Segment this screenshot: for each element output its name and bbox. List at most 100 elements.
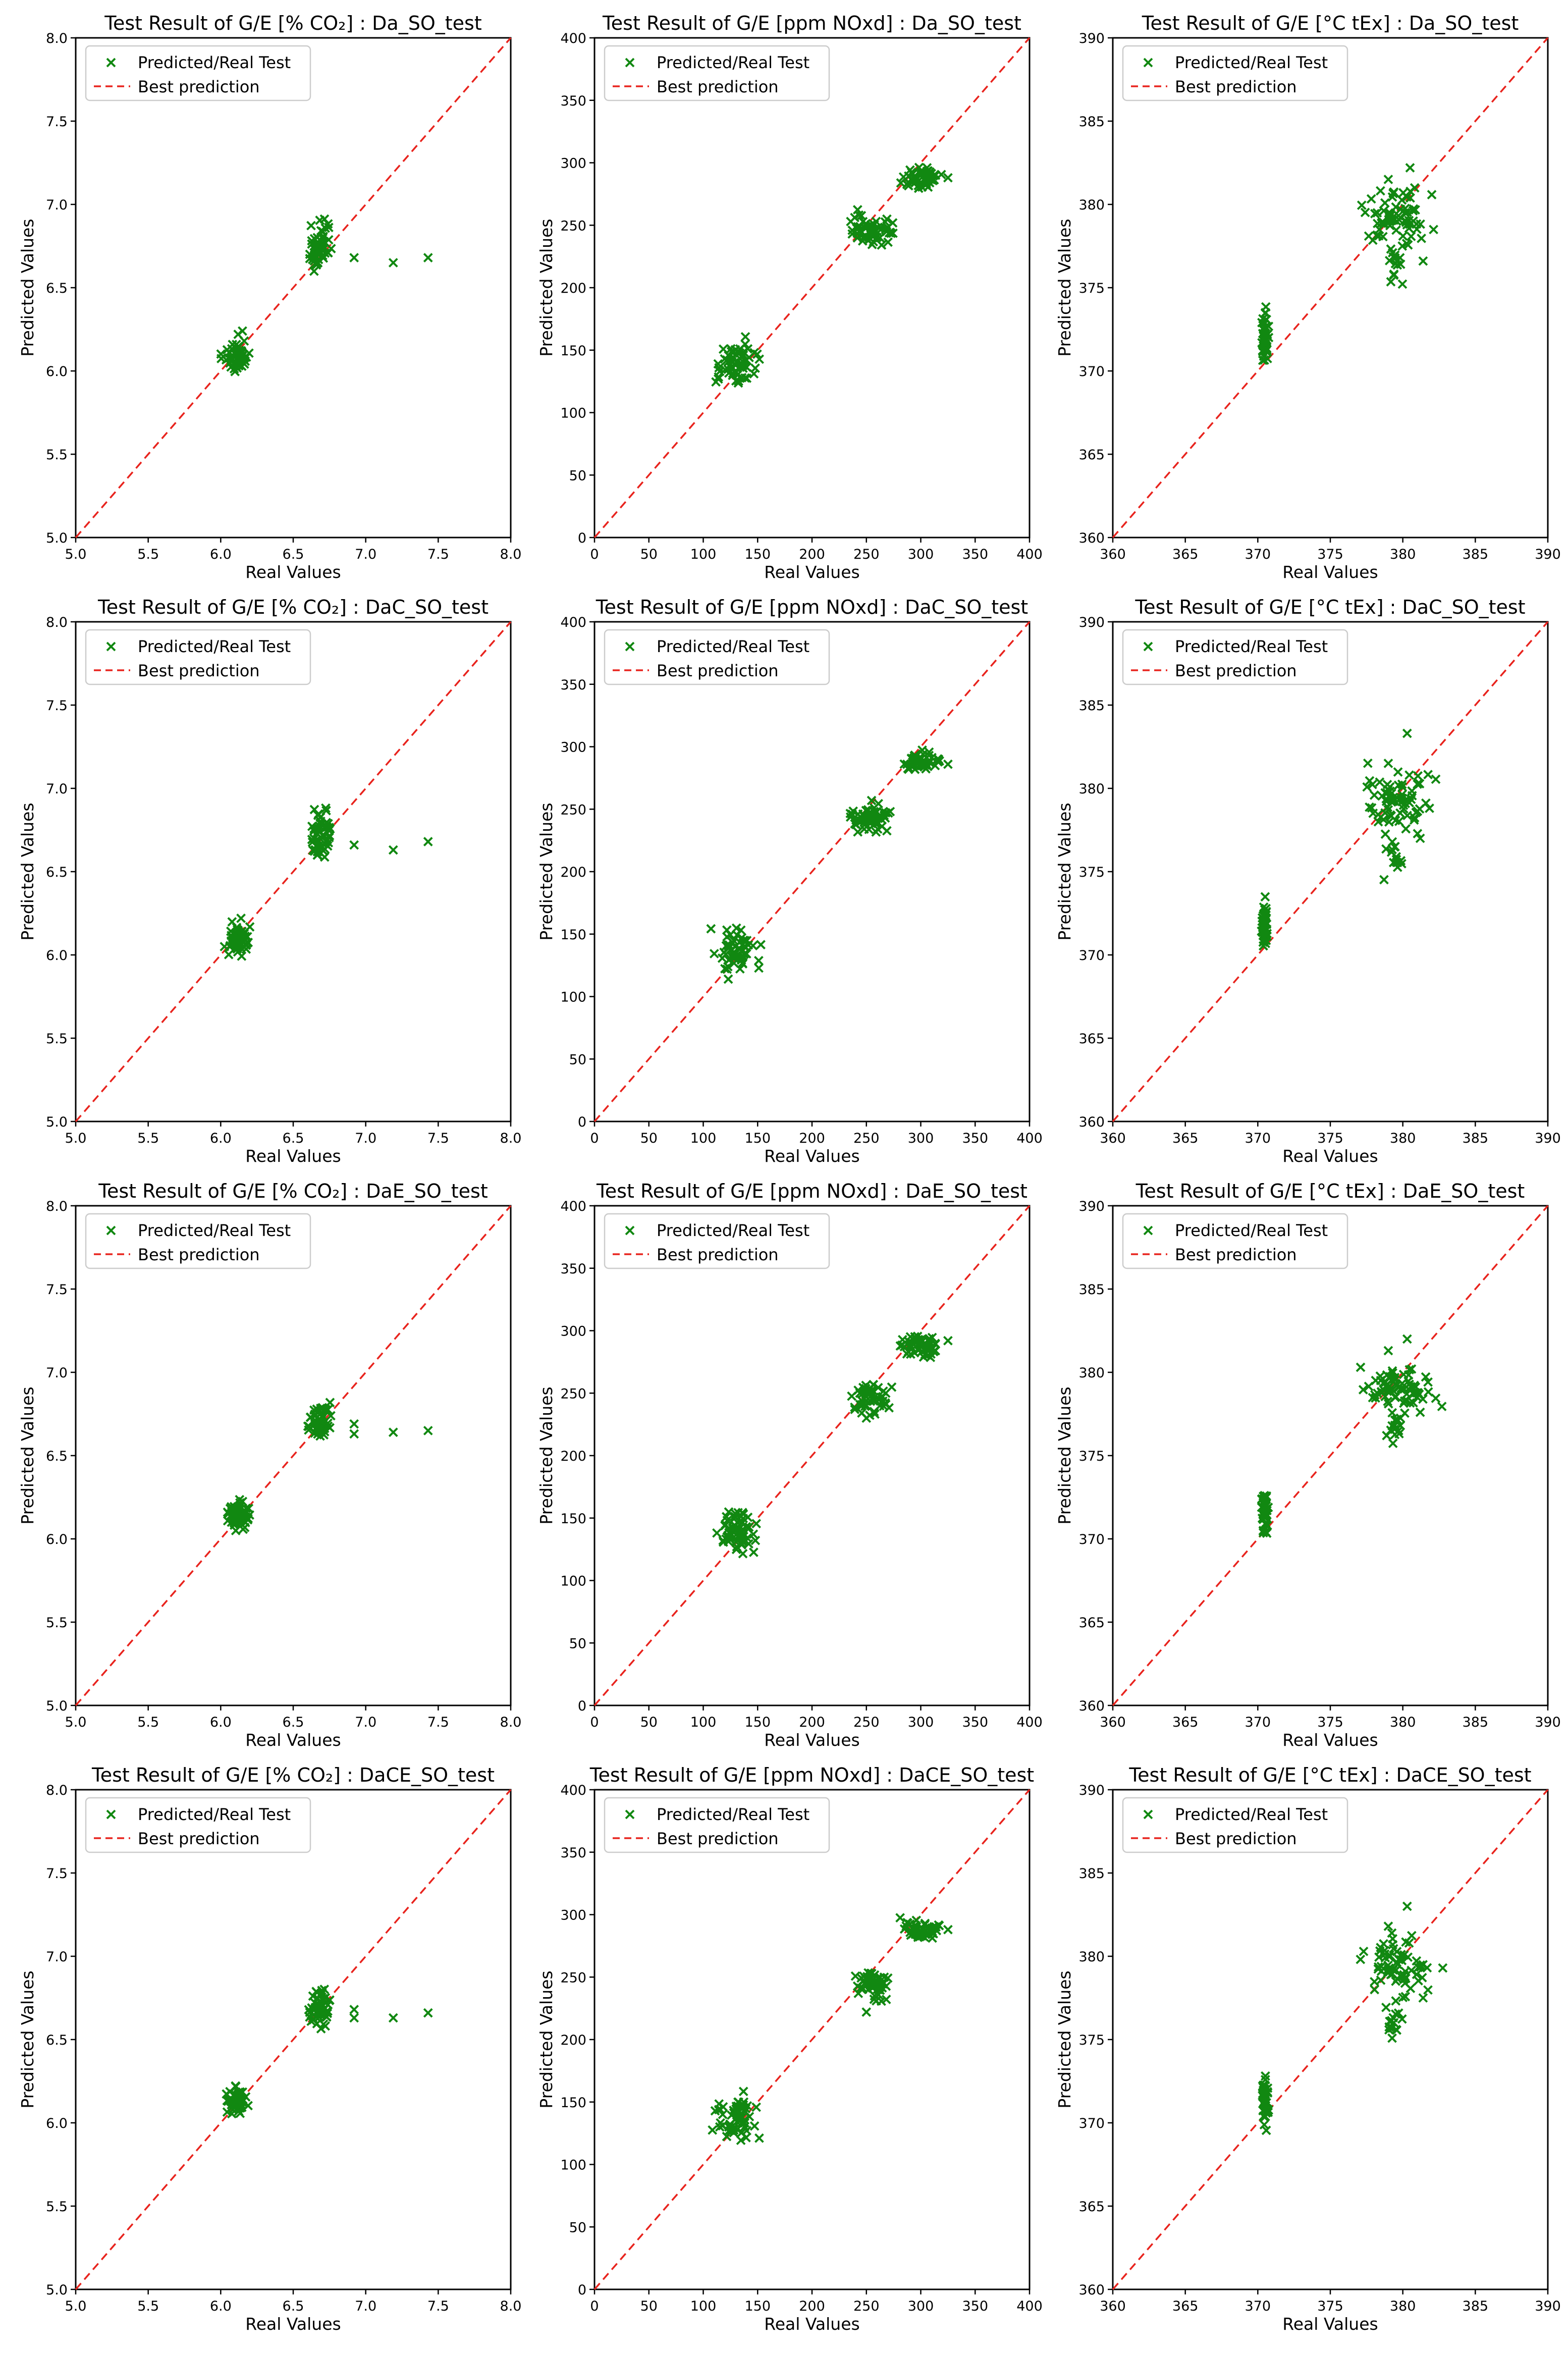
data-point: [1397, 789, 1407, 799]
data-point: [304, 1421, 314, 1431]
x-tick-label: 6.5: [283, 1715, 304, 1730]
x-tick-label: 6.0: [210, 1131, 232, 1146]
data-point: [855, 1388, 865, 1398]
data-point: [1400, 1966, 1410, 1976]
data-point: [856, 816, 866, 826]
data-point: [1399, 1384, 1409, 1394]
data-point: [1400, 1992, 1411, 2002]
legend-series-label: Predicted/Real Test: [1175, 637, 1328, 656]
data-point: [1258, 2091, 1267, 2101]
data-point: [1370, 1985, 1380, 1995]
legend-series-label: Predicted/Real Test: [657, 1221, 809, 1240]
y-tick-label: 8.0: [46, 1783, 68, 1798]
data-point: [1257, 1513, 1267, 1523]
y-tick-label: 365: [1078, 2199, 1105, 2215]
data-point: [847, 809, 857, 819]
x-tick-label: 390: [1535, 2298, 1561, 2314]
x-tick-label: 400: [1016, 547, 1043, 562]
data-point: [724, 955, 734, 965]
data-point: [1369, 790, 1379, 800]
data-point: [876, 1392, 886, 1402]
y-tick-label: 250: [560, 218, 586, 234]
x-tick-label: 350: [962, 2298, 988, 2314]
x-tick-label: 5.0: [65, 1131, 87, 1146]
legend: Predicted/Real Test Best prediction: [85, 1213, 311, 1269]
data-point: [876, 1979, 886, 1990]
data-point: [106, 58, 116, 68]
x-tick-label: 200: [799, 2298, 825, 2314]
data-point: [731, 2113, 741, 2123]
data-point: [736, 2135, 746, 2146]
data-point: [876, 1996, 886, 2006]
y-tick-label: 6.5: [46, 281, 68, 296]
legend-series-label: Predicted/Real Test: [138, 1805, 291, 1824]
data-point: [1418, 1993, 1428, 2003]
y-tick-label: 0: [578, 530, 586, 546]
data-point: [238, 326, 247, 336]
data-point: [1376, 1375, 1386, 1385]
data-point: [737, 1527, 747, 1537]
data-point: [1260, 910, 1270, 920]
data-point: [873, 1382, 883, 1393]
data-point: [1409, 204, 1419, 214]
y-tick-label: 7.5: [46, 1282, 68, 1298]
chart-title: Test Result of G/E [ppm NOxd] : DaCE_SO_…: [589, 1764, 1034, 1786]
data-point: [1261, 2125, 1271, 2135]
x-axis-label: Real Values: [764, 2314, 859, 2334]
data-point: [1411, 1387, 1420, 1398]
x-tick-label: 0: [590, 1715, 599, 1730]
chart-title: Test Result of G/E [% CO₂] : DaE_SO_test: [98, 1180, 488, 1202]
data-point: [1261, 2101, 1271, 2111]
data-point: [320, 1993, 331, 2003]
x-tick-label: 380: [1390, 1715, 1416, 1730]
y-tick-label: 380: [1078, 781, 1105, 797]
y-tick-label: 350: [560, 1845, 586, 1861]
data-point: [1260, 2091, 1270, 2101]
data-point: [316, 226, 326, 236]
data-point: [1392, 862, 1402, 872]
y-tick-label: 50: [569, 1636, 586, 1651]
data-point: [222, 2089, 232, 2099]
data-point: [1392, 2025, 1402, 2035]
data-point: [751, 1519, 762, 1529]
data-point: [1388, 1438, 1398, 1449]
data-point: [1381, 2002, 1391, 2012]
data-point: [1405, 163, 1415, 173]
data-point: [738, 1537, 748, 1547]
data-point: [907, 176, 917, 186]
data-point: [867, 795, 877, 806]
data-point: [1259, 1495, 1269, 1506]
y-tick-label: 370: [1078, 948, 1105, 964]
legend-line-label: Best prediction: [1175, 77, 1297, 96]
data-point: [325, 823, 335, 832]
x-tick-label: 300: [908, 1131, 934, 1146]
data-point: [711, 377, 721, 387]
data-point: [325, 1398, 335, 1408]
data-point: [1259, 2120, 1269, 2130]
legend-line-label: Best prediction: [1175, 661, 1297, 680]
data-point: [1414, 1976, 1423, 1986]
x-tick-label: 100: [690, 2298, 717, 2314]
y-tick-label: 365: [1078, 1615, 1105, 1631]
data-point: [106, 641, 116, 652]
data-point: [723, 1524, 733, 1534]
legend-line-label: Best prediction: [138, 1829, 260, 1848]
y-tick-label: 0: [578, 1114, 586, 1130]
x-tick-label: 100: [690, 1715, 717, 1730]
data-point: [1143, 641, 1153, 652]
y-axis-label: Predicted Values: [1055, 1386, 1074, 1524]
legend-series-label: Predicted/Real Test: [657, 53, 809, 72]
data-point: [224, 949, 234, 959]
data-point: [1410, 1380, 1419, 1390]
data-point: [236, 2102, 246, 2112]
data-point: [1397, 241, 1408, 251]
legend-series-label: Predicted/Real Test: [657, 1805, 809, 1824]
data-point: [1401, 218, 1411, 227]
data-point: [906, 754, 916, 764]
data-point: [1260, 336, 1270, 346]
y-tick-label: 7.0: [46, 781, 68, 797]
x-tick-label: 200: [799, 547, 825, 562]
legend: Predicted/Real Test Best prediction: [604, 45, 830, 101]
legend-line-label: Best prediction: [657, 77, 779, 96]
